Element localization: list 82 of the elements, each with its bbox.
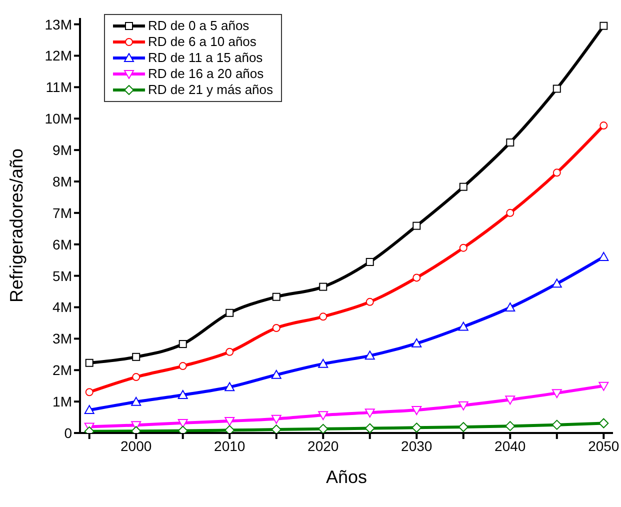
- point: [506, 208, 514, 217]
- x-axis-title: Años: [326, 467, 368, 487]
- y-axis-title: Refrigeradores/año: [6, 148, 26, 303]
- point: [178, 418, 188, 428]
- x-tick-label: 2020: [308, 438, 339, 454]
- legend-label: RD de 16 a 20 años: [148, 66, 264, 82]
- point: [506, 138, 514, 146]
- point: [178, 340, 187, 348]
- point: [85, 388, 94, 396]
- x-tick-label: 2050: [588, 438, 620, 454]
- point: [272, 292, 280, 301]
- point: [600, 22, 608, 30]
- point: [224, 425, 235, 433]
- point: [459, 244, 468, 252]
- point: [364, 408, 375, 418]
- point: [132, 352, 140, 361]
- point: [412, 222, 421, 230]
- y-tick-label: 8M: [52, 173, 72, 190]
- point: [458, 401, 468, 410]
- point: [224, 382, 235, 392]
- legend-label: RD de 6 a 10 años: [148, 34, 256, 50]
- point: [412, 338, 422, 348]
- point: [458, 322, 468, 331]
- point: [271, 424, 282, 433]
- y-tick-label: 12M: [44, 48, 72, 64]
- point: [226, 348, 234, 356]
- point: [505, 396, 516, 405]
- x-tick-label: 2040: [494, 438, 526, 454]
- y-tick-label: 5M: [52, 268, 72, 284]
- point: [364, 423, 375, 433]
- point: [458, 422, 468, 432]
- legend-label: RD de 11 a 15 años: [148, 50, 263, 66]
- y-tick-label: 4M: [52, 299, 72, 316]
- point: [318, 424, 328, 433]
- point: [600, 122, 608, 130]
- point: [131, 396, 142, 406]
- point: [318, 411, 328, 420]
- legend-label: RD de 21 y más años: [148, 82, 274, 98]
- point: [598, 418, 609, 428]
- point: [412, 274, 421, 282]
- y-tick-label: 9M: [52, 142, 72, 158]
- point: [412, 406, 422, 416]
- point: [85, 358, 94, 367]
- point: [366, 258, 374, 266]
- y-tick-label: 10M: [44, 110, 72, 127]
- point: [271, 414, 282, 424]
- point: [224, 417, 235, 426]
- y-tick-label: 6M: [52, 236, 72, 252]
- point: [132, 373, 140, 382]
- x-tick-label: 2030: [401, 438, 432, 454]
- y-tick-label: 2M: [52, 362, 72, 378]
- point: [226, 308, 234, 317]
- point: [459, 182, 468, 191]
- y-tick-label: 13M: [44, 16, 72, 32]
- point: [552, 420, 562, 430]
- y-tick-label: 3M: [52, 330, 72, 347]
- y-tick-label: 1M: [52, 394, 72, 410]
- point: [412, 422, 422, 433]
- y-tick-label: 11M: [46, 79, 72, 96]
- point: [319, 282, 328, 291]
- point: [84, 405, 94, 414]
- point: [318, 358, 328, 368]
- point: [271, 370, 282, 379]
- x-tick-label: 2010: [214, 438, 246, 454]
- x-tick-label: 2000: [120, 438, 152, 454]
- point: [552, 278, 562, 288]
- point: [552, 84, 561, 93]
- point: [505, 421, 516, 432]
- point: [552, 168, 561, 177]
- point: [552, 389, 562, 398]
- point: [178, 390, 188, 399]
- point: [319, 312, 328, 321]
- point: [364, 350, 375, 360]
- point: [598, 382, 609, 391]
- point: [505, 302, 516, 312]
- point: [178, 362, 187, 370]
- point: [366, 298, 374, 306]
- point: [272, 324, 280, 332]
- legend-label: RD de 0 a 5 años: [148, 18, 250, 34]
- y-tick-label: 0: [64, 424, 72, 441]
- y-tick-label: 7M: [52, 204, 72, 221]
- point: [598, 252, 609, 261]
